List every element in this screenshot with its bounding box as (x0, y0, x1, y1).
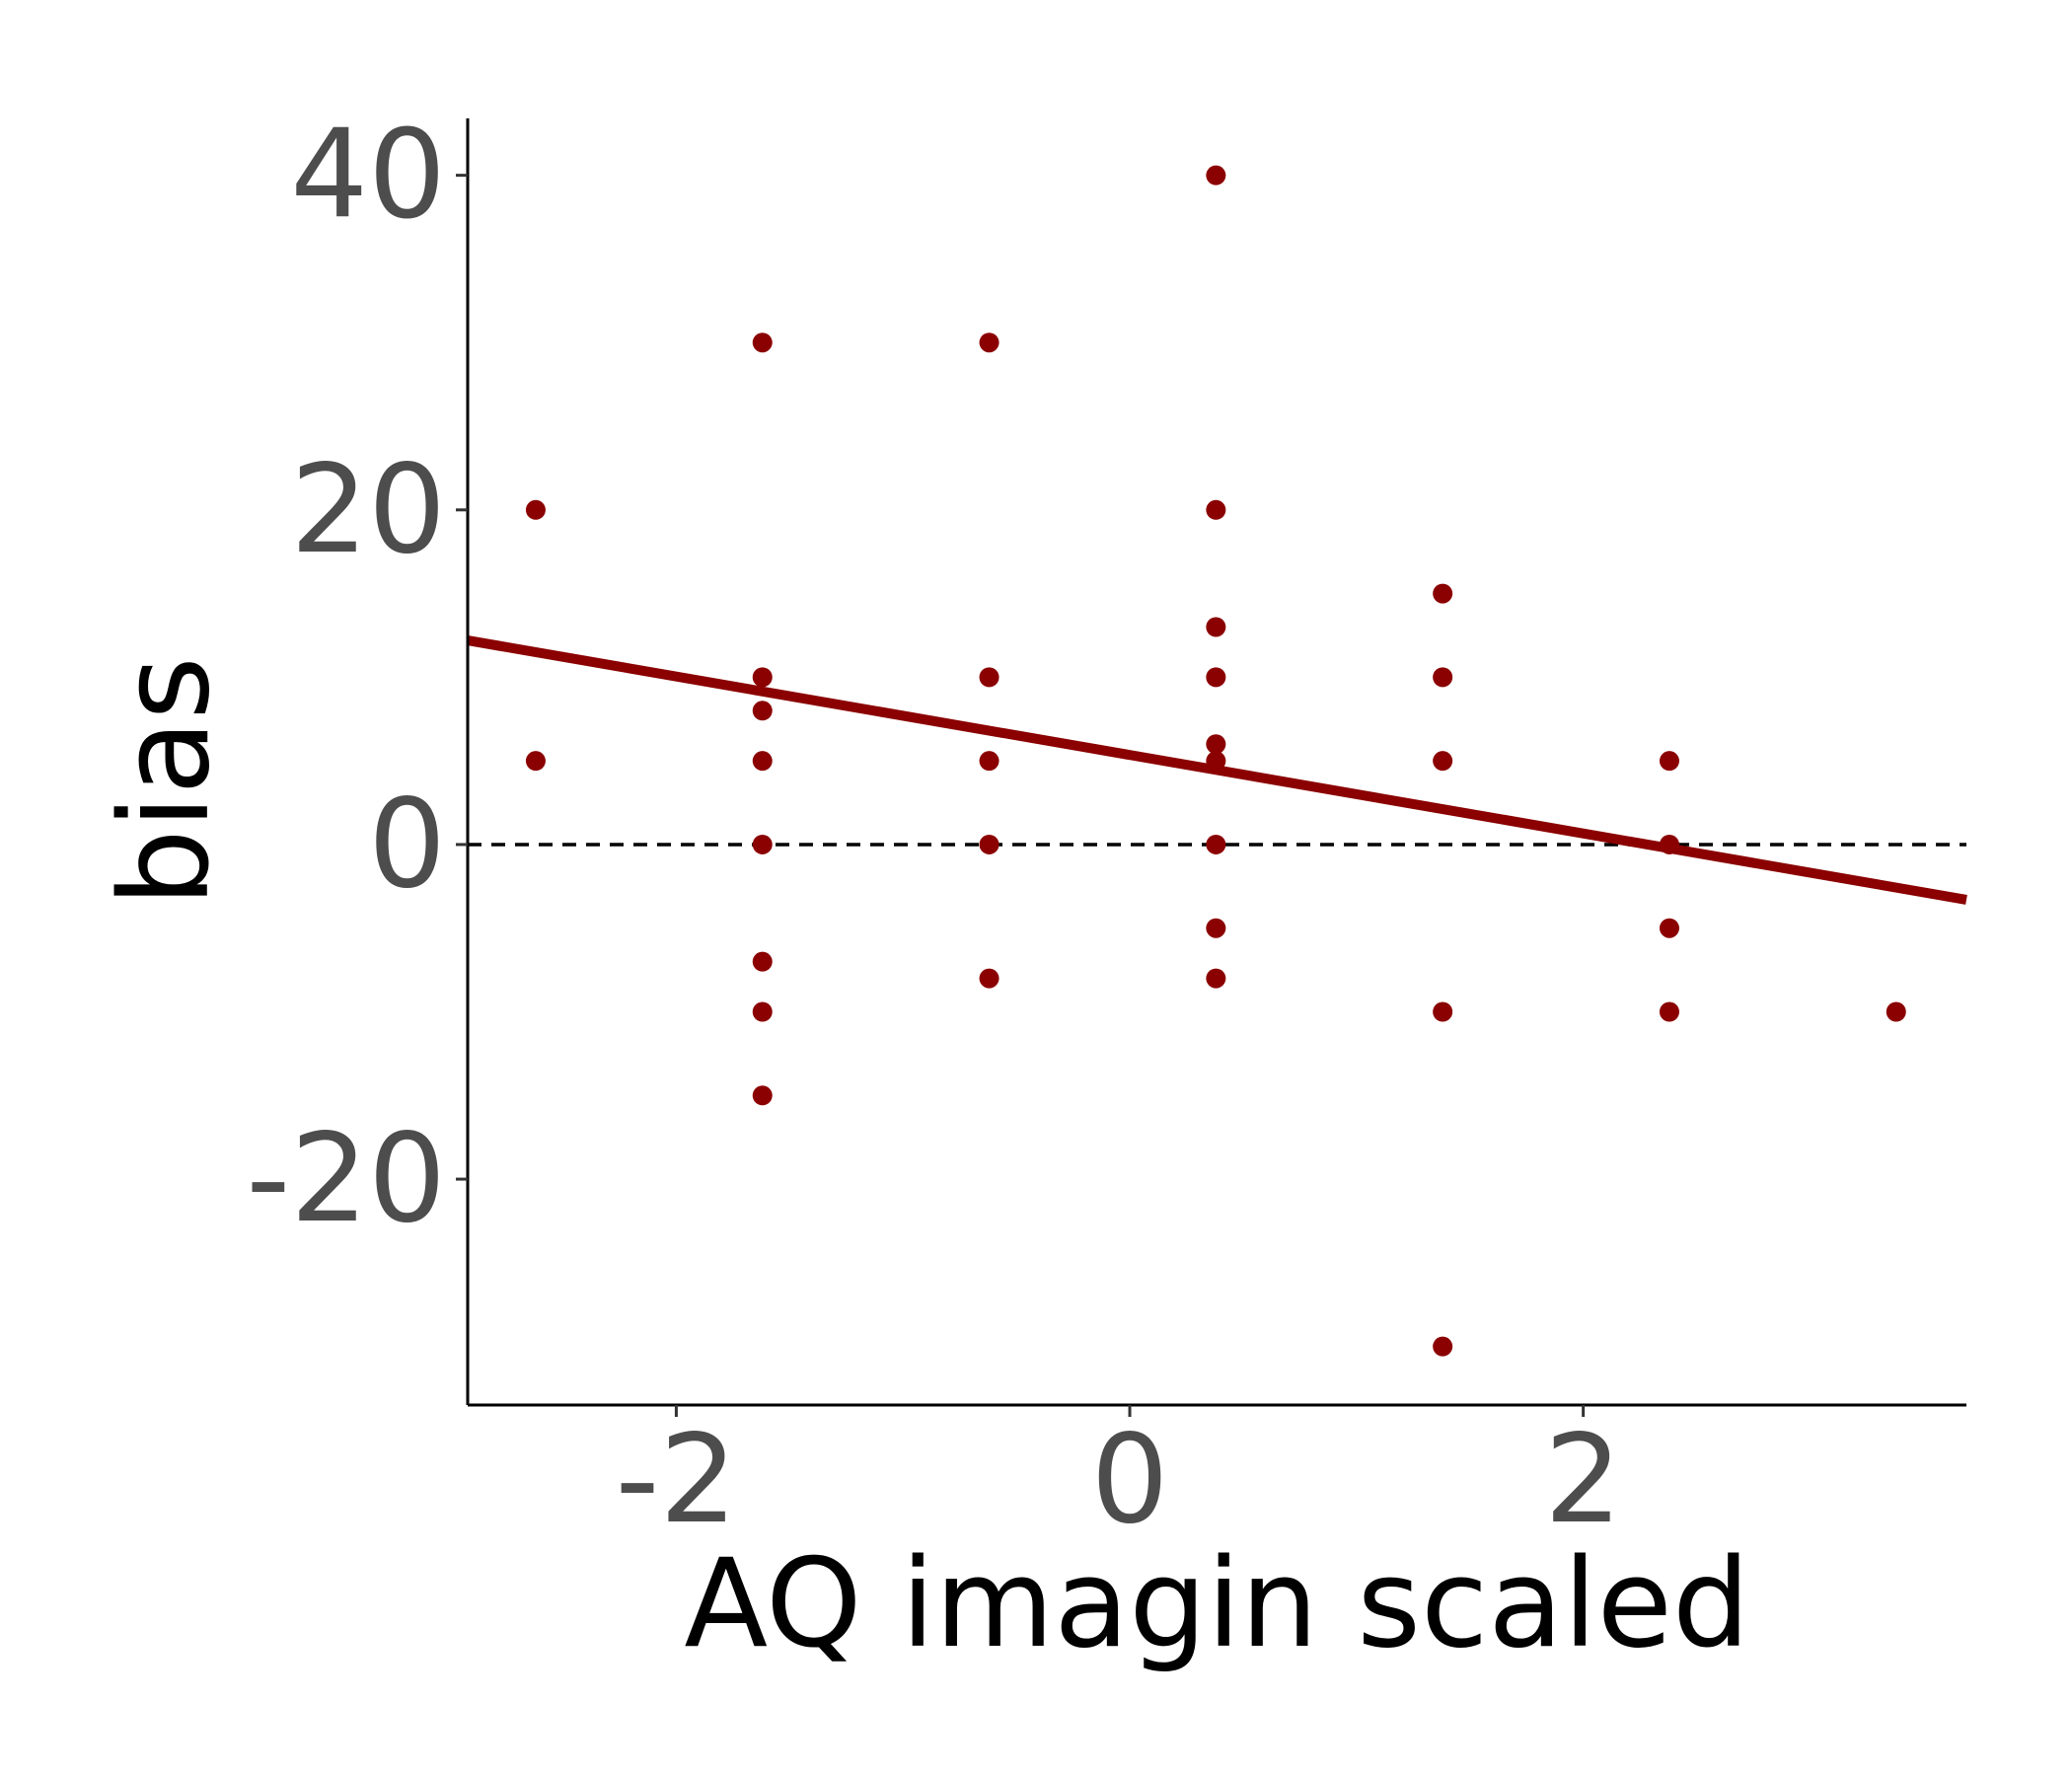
data-point (752, 1001, 773, 1022)
data-point (752, 834, 773, 854)
data-points (525, 165, 1906, 1357)
data-point (1206, 734, 1226, 755)
y-axis-title: bias (95, 656, 237, 907)
data-point (752, 701, 773, 721)
data-point (752, 333, 773, 353)
data-point (979, 667, 999, 688)
x-axis-ticks: -2 0 2 (616, 1405, 1622, 1551)
data-point (752, 951, 773, 972)
data-point (752, 667, 773, 688)
data-point (1659, 751, 1679, 772)
data-point (525, 751, 546, 772)
data-point (979, 751, 999, 772)
data-point (979, 834, 999, 854)
data-point (1206, 165, 1226, 185)
y-tick-label: 20 (290, 439, 446, 581)
y-tick-label: 0 (368, 774, 446, 916)
data-point (1206, 667, 1226, 688)
data-point (1886, 1001, 1906, 1022)
data-point (1433, 583, 1453, 604)
data-point (752, 751, 773, 772)
data-point (1433, 751, 1453, 772)
data-point (1206, 617, 1226, 637)
data-point (1206, 968, 1226, 989)
data-point (979, 333, 999, 353)
data-point (1433, 1336, 1453, 1357)
x-tick-label: 0 (1091, 1409, 1169, 1551)
x-tick-label: 2 (1544, 1409, 1622, 1551)
data-point (1659, 918, 1679, 938)
y-axis-ticks: -20 0 20 40 (246, 105, 468, 1250)
y-tick-label: -20 (246, 1108, 446, 1250)
data-point (1433, 667, 1453, 688)
x-axis-title: AQ imagin scaled (684, 1533, 1749, 1675)
data-point (1433, 1001, 1453, 1022)
y-tick-label: 40 (290, 105, 446, 247)
data-point (979, 968, 999, 989)
data-point (752, 1085, 773, 1106)
data-point (525, 499, 546, 520)
x-tick-label: -2 (616, 1409, 738, 1551)
regression-line (467, 635, 1967, 905)
data-point (1206, 834, 1226, 854)
data-point (1206, 499, 1226, 520)
data-point (1206, 918, 1226, 938)
data-point (1659, 1001, 1679, 1022)
plot-area (467, 165, 1967, 1357)
